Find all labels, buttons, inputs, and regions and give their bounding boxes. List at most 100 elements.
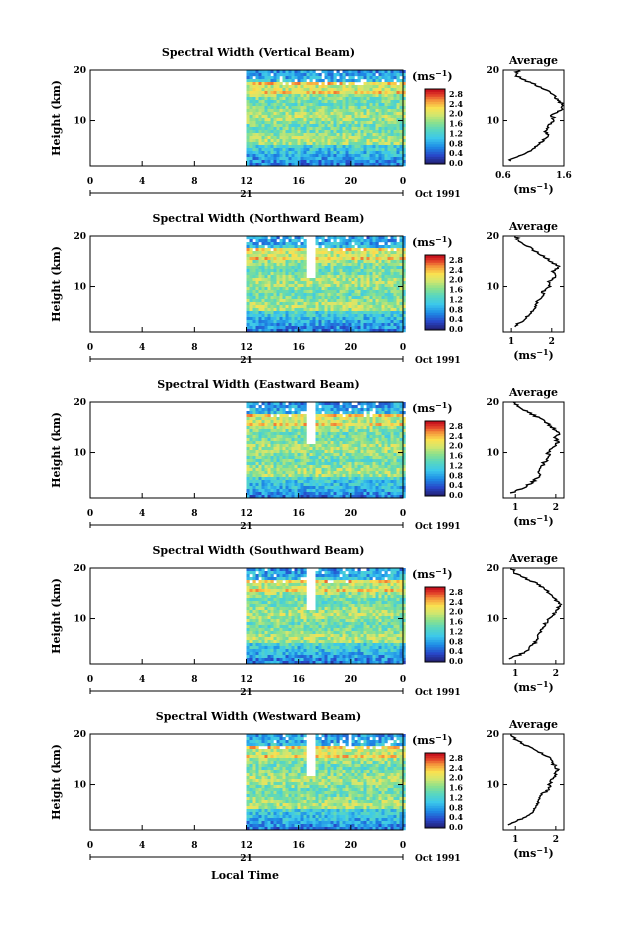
- heatmap-cell: [337, 417, 340, 420]
- heatmap-cell: [382, 471, 385, 474]
- heatmap-cell: [295, 97, 298, 100]
- heatmap-cell: [385, 160, 388, 163]
- heatmap-cell: [364, 160, 367, 163]
- heatmap-cell: [394, 124, 397, 127]
- heatmap-cell: [340, 441, 343, 444]
- heatmap-cell: [256, 136, 259, 139]
- heatmap-cell: [364, 157, 367, 160]
- heatmap-cell: [346, 257, 349, 260]
- heatmap-cell: [280, 160, 283, 163]
- heatmap-cell: [370, 465, 373, 468]
- heatmap-cell: [328, 88, 331, 91]
- heatmap-cell: [367, 489, 370, 492]
- heatmap-cell: [385, 73, 388, 76]
- heatmap-cell: [268, 290, 271, 293]
- heatmap-cell: [289, 109, 292, 112]
- heatmap-cell: [322, 115, 325, 118]
- heatmap-cell: [259, 88, 262, 91]
- heatmap-cell: [253, 477, 256, 480]
- heatmap-cell: [316, 148, 319, 151]
- heatmap-cell: [295, 148, 298, 151]
- heatmap-cell: [271, 302, 274, 305]
- heatmap-cell: [394, 145, 397, 148]
- heatmap-cell: [274, 302, 277, 305]
- heatmap-cell: [349, 444, 352, 447]
- heatmap-cell: [400, 417, 403, 420]
- heatmap-cell: [247, 94, 250, 97]
- heatmap-cell: [331, 311, 334, 314]
- heatmap-cell: [253, 133, 256, 136]
- heatmap-cell: [352, 471, 355, 474]
- heatmap-cell: [364, 139, 367, 142]
- heatmap-cell: [379, 124, 382, 127]
- heatmap-cell: [397, 254, 400, 257]
- heatmap-cell: [304, 420, 307, 423]
- heatmap-cell: [298, 483, 301, 486]
- heatmap-cell: [385, 465, 388, 468]
- heatmap-cell: [274, 447, 277, 450]
- heatmap-cell: [253, 257, 256, 260]
- heatmap-cell: [277, 275, 280, 278]
- heatmap-cell: [385, 142, 388, 145]
- heatmap-cell: [388, 157, 391, 160]
- heatmap-cell: [292, 239, 295, 242]
- heatmap-cell: [358, 151, 361, 154]
- heatmap-cell: [355, 151, 358, 154]
- heatmap-cell: [259, 79, 262, 82]
- heatmap-cell: [400, 290, 403, 293]
- heatmap-cell: [388, 311, 391, 314]
- profile-title: Average: [508, 54, 558, 67]
- heatmap-cell: [322, 320, 325, 323]
- heatmap-cell: [301, 405, 304, 408]
- y-tick-label: 20: [73, 232, 86, 242]
- heatmap-cell: [388, 112, 391, 115]
- heatmap-cell: [277, 477, 280, 480]
- heatmap-cell: [259, 290, 262, 293]
- heatmap-cell: [367, 106, 370, 109]
- heatmap-cell: [376, 127, 379, 130]
- heatmap-cell: [268, 136, 271, 139]
- heatmap-cell: [340, 420, 343, 423]
- heatmap-cell: [367, 435, 370, 438]
- heatmap-cell: [265, 242, 268, 245]
- heatmap-cell: [256, 435, 259, 438]
- heatmap-cell: [319, 251, 322, 254]
- heatmap-cell: [277, 486, 280, 489]
- x-tick-label: 12: [240, 343, 253, 353]
- heatmap-cell: [292, 435, 295, 438]
- heatmap-cell: [298, 480, 301, 483]
- heatmap-cell: [367, 290, 370, 293]
- heatmap-cell: [277, 317, 280, 320]
- heatmap-cell: [307, 305, 310, 308]
- heatmap-cell: [301, 272, 304, 275]
- heatmap-cell: [331, 411, 334, 414]
- heatmap-cell: [355, 139, 358, 142]
- heatmap-cell: [292, 269, 295, 272]
- heatmap-cell: [313, 100, 316, 103]
- heatmap-cell: [343, 429, 346, 432]
- heatmap-cell: [352, 468, 355, 471]
- heatmap-cell: [256, 88, 259, 91]
- heatmap-cell: [346, 462, 349, 465]
- heatmap-cell: [331, 133, 334, 136]
- heatmap-cell: [337, 468, 340, 471]
- heatmap-cell: [352, 248, 355, 251]
- heatmap-cell: [394, 139, 397, 142]
- heatmap-cell: [355, 323, 358, 326]
- heatmap-cell: [349, 151, 352, 154]
- heatmap-cell: [295, 257, 298, 260]
- heatmap-cell: [313, 474, 316, 477]
- heatmap-cell: [253, 489, 256, 492]
- heatmap-cell: [277, 281, 280, 284]
- heatmap-cell: [394, 121, 397, 124]
- heatmap-cell: [331, 151, 334, 154]
- heatmap-cell: [397, 465, 400, 468]
- heatmap-cell: [343, 115, 346, 118]
- heatmap-cell: [310, 157, 313, 160]
- heatmap-cell: [277, 245, 280, 248]
- heatmap-cell: [295, 109, 298, 112]
- heatmap-cell: [367, 85, 370, 88]
- heatmap-cell: [397, 438, 400, 441]
- heatmap-cell: [277, 251, 280, 254]
- heatmap-cell: [388, 456, 391, 459]
